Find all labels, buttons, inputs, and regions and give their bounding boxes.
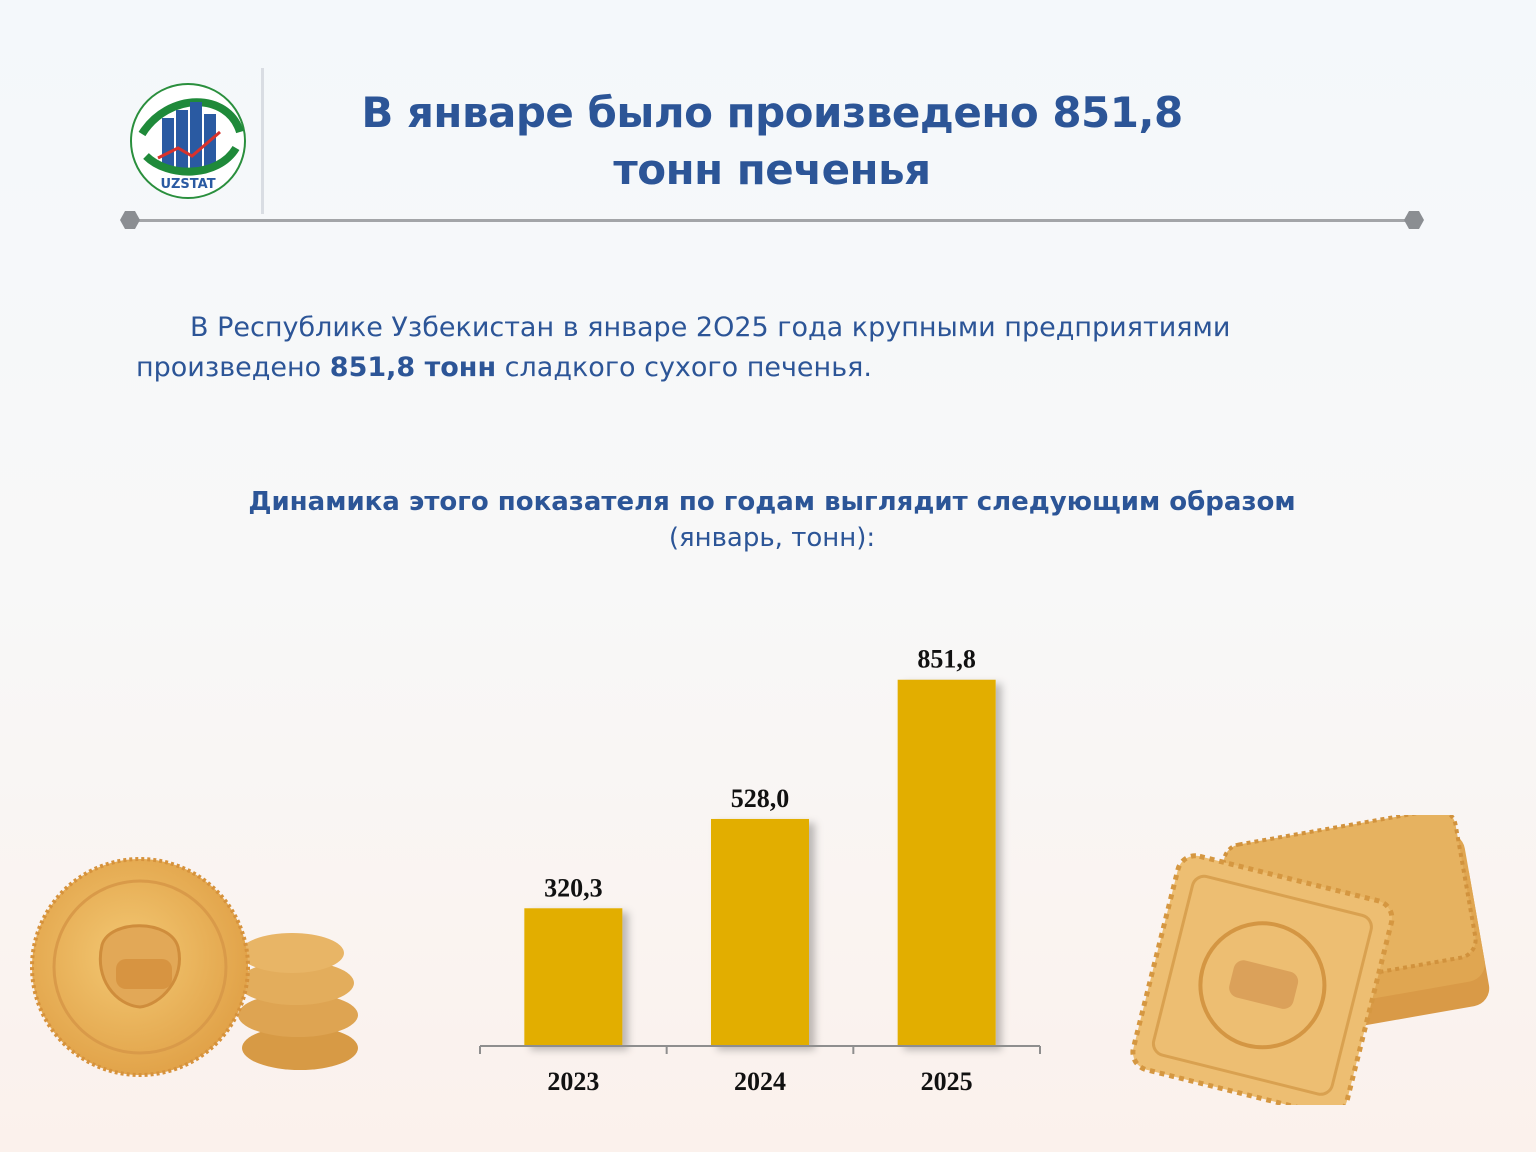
- square-cookies-illustration: [1130, 815, 1490, 1105]
- header-divider: [261, 68, 264, 214]
- value-label-2023: 320,3: [544, 873, 603, 902]
- value-label-2025: 851,8: [917, 645, 976, 674]
- underline-left-cap: [120, 211, 140, 229]
- bar-2023: [524, 908, 623, 1046]
- chart-heading-units: (январь, тонн):: [668, 523, 876, 553]
- intro-highlight: 851,8 тонн: [329, 352, 497, 383]
- chart-heading-bold: Динамика этого показателя по годам выгля…: [248, 487, 1296, 517]
- bar-2025: [897, 679, 996, 1046]
- uzstat-logo: UZSTAT: [128, 82, 248, 200]
- bar-2024: [711, 818, 809, 1046]
- intro-paragraph: В Республике Узбекистан в январе 2О25 го…: [136, 308, 1406, 388]
- x-tick-label-2024: 2024: [734, 1067, 786, 1096]
- page-title: В январе было произведено 851,8 тонн печ…: [361, 88, 1183, 194]
- bar-chart: 320,3 2023 528,0 2024 851,8 2025: [479, 645, 1041, 1096]
- intro-text-before: В Республике Узбекистан в январе 2О25 го…: [136, 312, 1231, 383]
- underline-right-cap: [1404, 211, 1424, 229]
- x-tick-label-2023: 2023: [547, 1067, 599, 1096]
- chart-heading: Динамика этого показателя по годам выгля…: [140, 484, 1404, 556]
- logo-text: UZSTAT: [160, 177, 215, 192]
- intro-text-after: сладкого сухого печенья.: [496, 352, 872, 383]
- value-label-2024: 528,0: [731, 784, 790, 813]
- title-underline: [130, 219, 1414, 222]
- x-tick-label-2025: 2025: [921, 1067, 973, 1096]
- round-cookies-illustration: [30, 857, 358, 1077]
